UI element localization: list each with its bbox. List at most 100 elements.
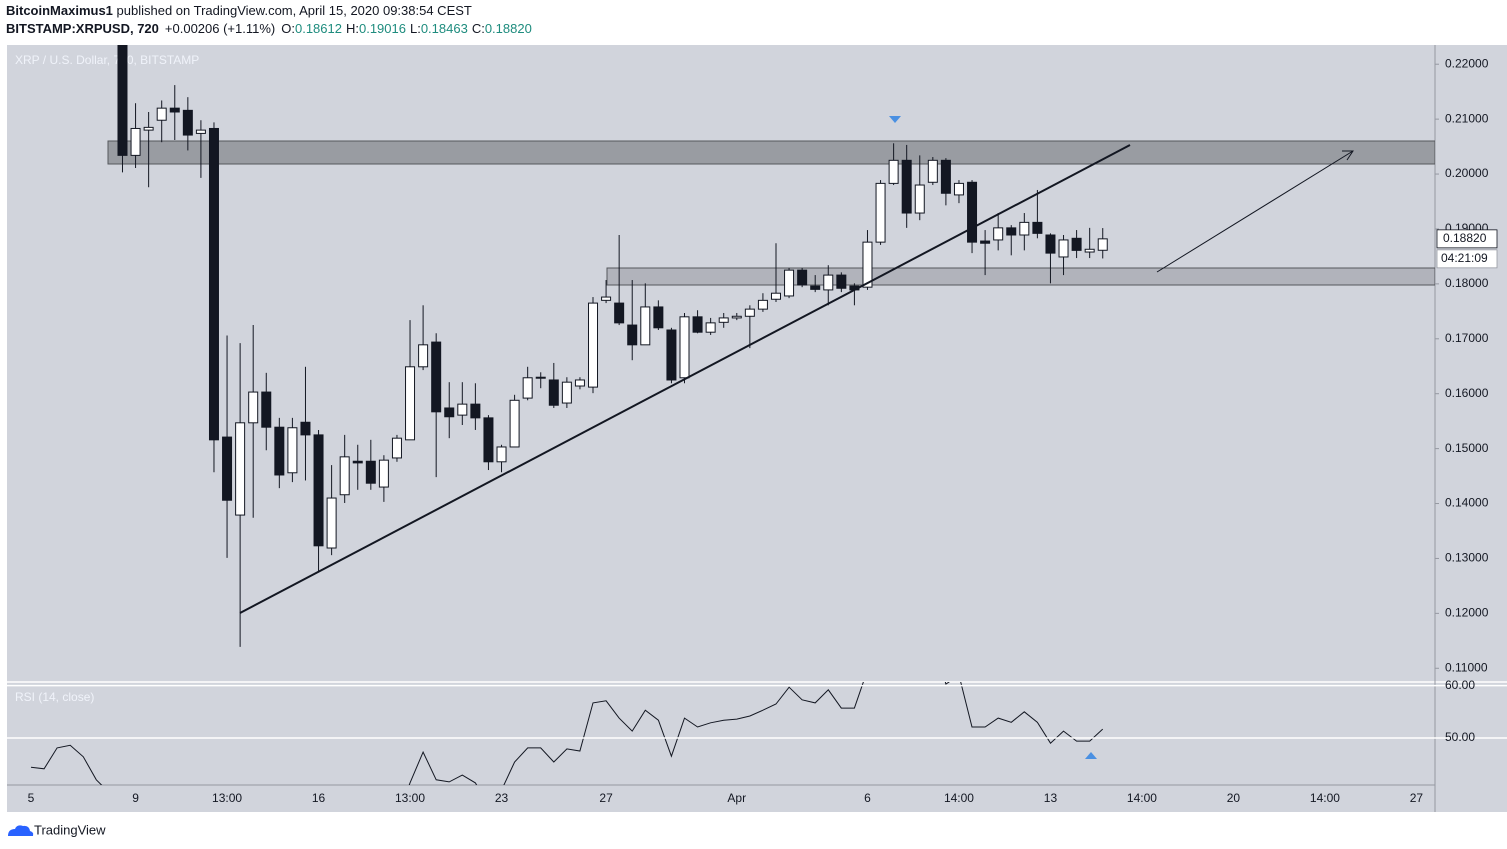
candle-body [914,184,925,214]
price-change: +0.00206 (+1.11%) [165,21,275,36]
y-tick-label: 0.14000 [1445,496,1489,510]
x-tick-label: 14:00 [1310,791,1340,805]
arrow-head [1342,150,1354,161]
x-tick-label: Apr [727,791,746,805]
candle-body [627,324,638,346]
y-tick-label: 60.00 [1445,678,1475,692]
candle-body [875,182,886,243]
candle-body [770,292,781,300]
watermark: XRP / U.S. Dollar, 720, BITSTAMP [15,53,199,67]
support-zone [606,267,1435,286]
candle-body [313,434,324,547]
candle-body [993,227,1004,241]
x-tick-label: 27 [599,791,613,805]
candle-body [535,376,546,379]
y-tick-label: 0.12000 [1445,606,1489,620]
candle-body [182,109,193,136]
candle-body [705,322,716,333]
candle-body [248,391,259,424]
drawings [107,140,1435,286]
candle-body [326,497,337,549]
countdown-box [1436,249,1498,269]
candle-body [953,182,964,196]
ohlc-value: 0.18820 [485,21,532,36]
y-tick-label: 0.18000 [1445,276,1489,290]
publish-info: BitcoinMaximus1 published on TradingView… [6,3,472,18]
countdown: 04:21:09 [1441,251,1488,265]
x-tick-label: 13 [1044,791,1058,805]
candle-body [980,240,991,244]
candle-body [143,126,154,131]
y-tick-label: 0.20000 [1445,166,1489,180]
x-tick-label: 13:00 [395,791,425,805]
y-tick-label: 0.17000 [1445,331,1489,345]
symbol-info: BITSTAMP:XRPUSD, 720 +0.00206 (+1.11%) O:0… [6,21,532,36]
candle-body [836,274,847,289]
candle-body [496,446,507,463]
candle-body [1084,248,1095,253]
candle-body [666,329,677,381]
candle-body [640,306,651,346]
candle-body [1006,227,1017,236]
candle-body [391,437,402,459]
candle-body [1071,237,1082,251]
candle-body [235,422,246,516]
ohlc-key: O: [281,21,295,36]
candle-body [588,302,599,388]
candle-body [888,159,899,184]
x-tick-label: 6 [864,791,871,805]
candle-body [339,456,350,496]
x-tick-label: 23 [495,791,509,805]
candle-body [156,107,167,121]
candle-body [457,403,468,416]
candle-body [1097,238,1108,251]
candle-body [405,366,416,441]
candle-body [797,269,808,286]
y-tick-label: 0.13000 [1445,551,1489,565]
ohlc-value: 0.18463 [421,21,468,36]
x-tick-label: 20 [1227,791,1241,805]
signal-up [1085,752,1097,759]
rsi-line [30,682,1104,785]
resistance-zone [107,140,1435,165]
logo-icon [8,825,34,836]
x-tick-label: 14:00 [944,791,974,805]
candle-body [483,417,494,463]
candle-body [1045,234,1056,254]
candle-body [823,274,834,291]
candle-body [261,391,272,428]
candle-body [274,426,285,476]
x-tick-label: 13:00 [212,791,242,805]
candle-body [195,129,206,134]
candle-body [378,459,389,488]
candle-body [679,316,690,379]
last-price-box [1436,229,1498,249]
candle-body [444,407,455,418]
candle-body [548,379,559,406]
candle-body [300,421,311,436]
rsi-pane [30,682,1104,785]
footer: TradingView [8,822,106,837]
candle-body [1032,221,1043,234]
candle-body [418,344,429,368]
candle-body [927,159,938,183]
rsi-title: RSI (14, close) [15,690,94,704]
candle-body [574,379,585,387]
brand: TradingView [34,822,106,837]
annotations [239,116,1354,759]
candle-body [757,299,768,310]
ohlc-value: 0.19016 [359,21,406,36]
candle-body [169,107,180,113]
x-tick-label: 9 [132,791,139,805]
candle-body [470,403,481,419]
x-tick-label: 5 [28,791,35,805]
candle-body [784,269,795,297]
candle-body [130,127,141,156]
x-tick-label: 16 [312,791,326,805]
candle-body [1019,221,1030,236]
candle-body [1058,239,1069,258]
candle-body [352,460,363,464]
candle-body [862,241,873,288]
candle-body [901,159,912,214]
x-tick-label: 14:00 [1127,791,1157,805]
